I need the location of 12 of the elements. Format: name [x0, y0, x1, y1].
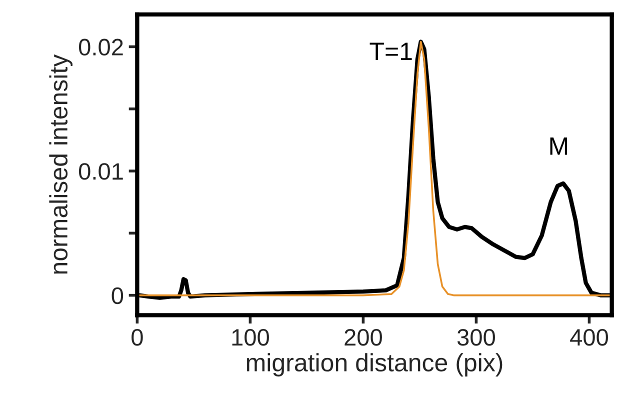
annotation: T=1: [370, 42, 412, 60]
x-axis-title: migration distance (pix): [246, 353, 502, 376]
y-axis-title: normalised intensity: [49, 54, 72, 274]
x-tick-label: 100: [232, 329, 269, 346]
y-tick-label: 0.02: [78, 38, 123, 56]
y-tick-label: 0: [112, 287, 124, 304]
y-tick-label: 0.01: [78, 163, 123, 180]
x-tick-label: 400: [570, 329, 608, 346]
x-tick-label: 0: [132, 329, 143, 346]
annotation: M: [550, 138, 568, 155]
x-tick-label: 200: [344, 329, 382, 346]
x-tick-label: 300: [457, 329, 495, 346]
